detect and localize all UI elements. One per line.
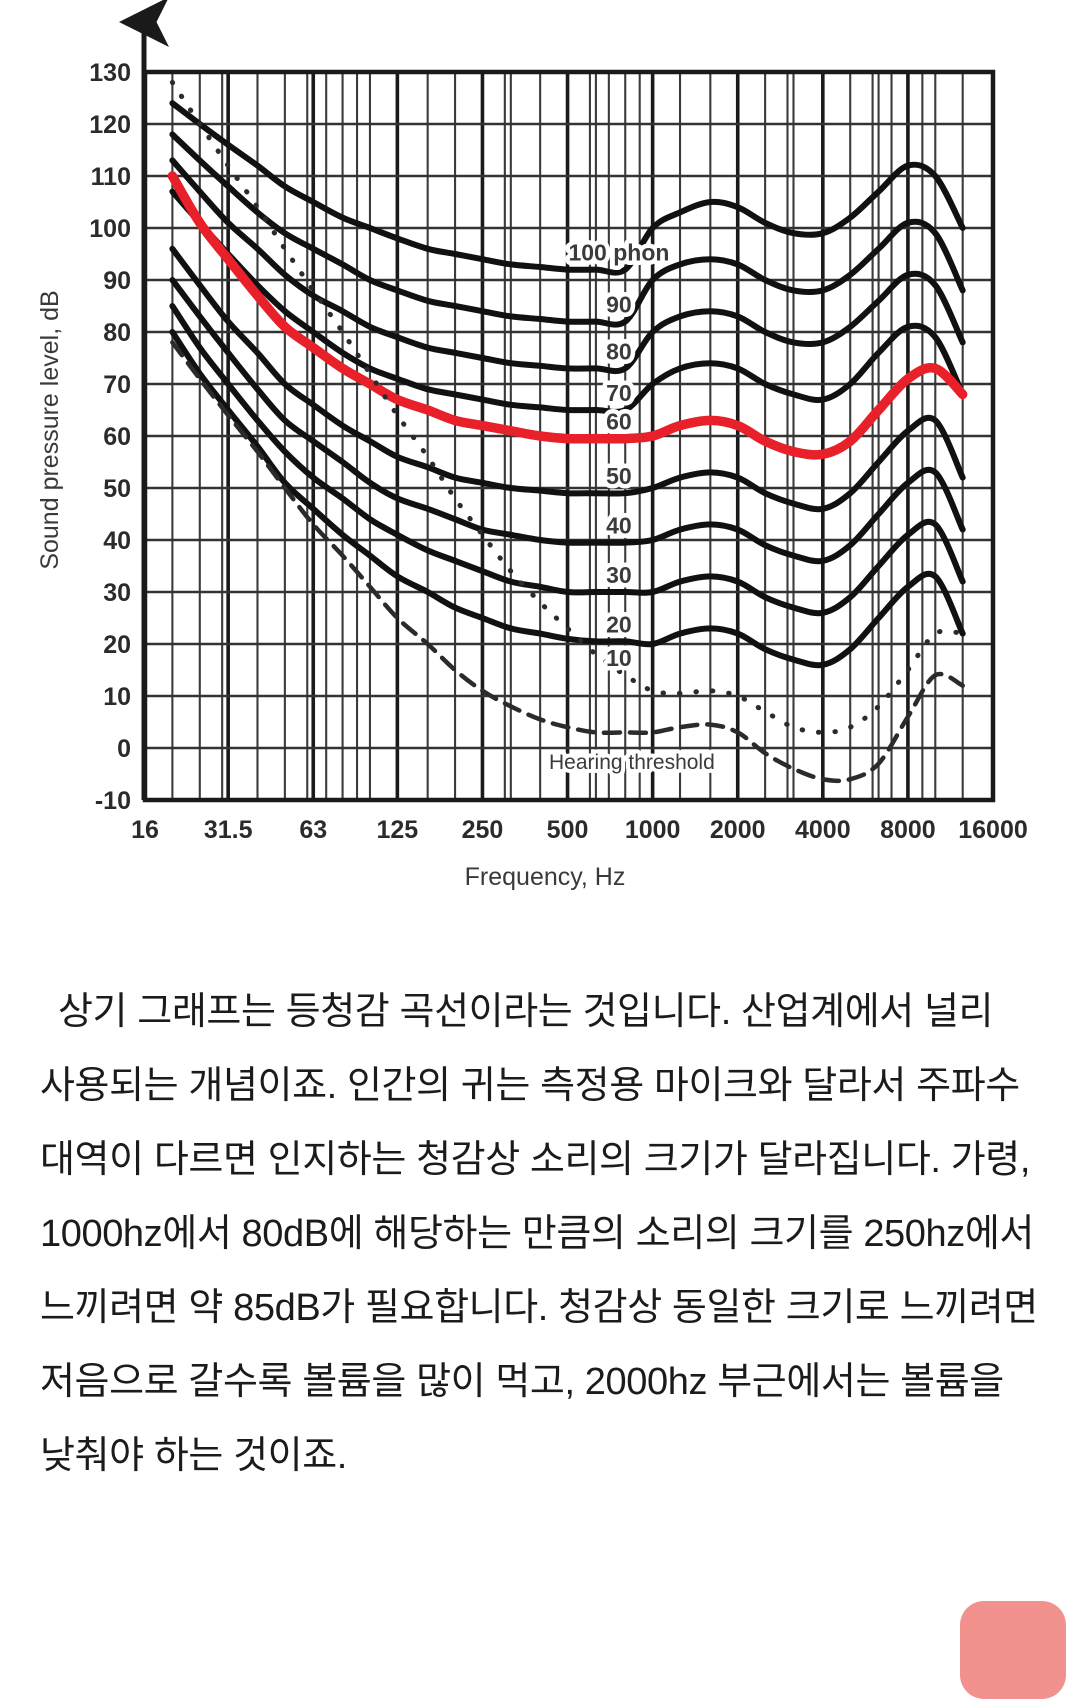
article-paragraph: 상기 그래프는 등청감 곡선이라는 것입니다. 산업계에서 널리 사용되는 개념… (40, 991, 1038, 1477)
curve-hearing-threshold (170, 340, 965, 784)
y-tick-90: 90 (103, 267, 131, 295)
y-tick-100: 100 (89, 215, 131, 243)
x-tick-16: 16 (131, 816, 159, 844)
y-tick-120: 120 (89, 111, 131, 139)
phon-label-halo: 80 (606, 338, 632, 364)
y-tick-0: 0 (117, 735, 131, 763)
x-tick-4000: 4000 (795, 816, 851, 844)
phon-label-halo: 100 phon (568, 240, 669, 266)
y-axis-title: Sound pressure level, dB (36, 290, 64, 569)
y-tick-10: 10 (103, 683, 131, 711)
phon-label-10: 10 (606, 645, 632, 671)
x-axis-tick-labels: 16 31.5 63 125 250 500 1000 2000 4000 8000 16000 (131, 816, 1028, 844)
phon-label-30: 30 (606, 562, 632, 588)
x-axis-title: Frequency, Hz (465, 863, 626, 891)
y-tick-20: 20 (103, 631, 131, 659)
phon-label-80: 80 (606, 338, 632, 364)
phon-label-halo: 10 (606, 645, 632, 671)
curve-70-phon (169, 188, 966, 415)
phon-label-60: 60 (606, 409, 632, 435)
curve-40-phon (169, 277, 966, 565)
phon-label-halo: 30 (606, 562, 632, 588)
phon-label-halo: 40 (606, 513, 632, 539)
phon-label-halo: 90 (606, 292, 632, 318)
y-tick-70: 70 (103, 371, 131, 399)
article-body: 상기 그래프는 등청감 곡선이라는 것입니다. 산업계에서 널리 사용되는 개념… (0, 975, 1080, 1493)
floating-action-button[interactable] (960, 1601, 1066, 1699)
x-tick-500: 500 (547, 816, 589, 844)
equal-loudness-contour-figure: 100 phon 100 phon 90 90 80 80 70 70 60 60 50 50 40 40… (36, 0, 1028, 891)
x-tick-125: 125 (377, 816, 419, 844)
curve-80-phon (169, 157, 966, 375)
phon-label-100-phon: 100 phon (568, 240, 669, 266)
phon-label-20: 20 (606, 611, 632, 637)
phon-label-halo: 50 (606, 463, 632, 489)
y-tick-110: 110 (91, 163, 131, 191)
y-tick-80: 80 (103, 319, 131, 347)
phon-label-halo: 60 (606, 409, 632, 435)
curve-10-phon (169, 79, 966, 735)
curve-20-phon (169, 329, 966, 669)
x-tick-2000: 2000 (710, 816, 766, 844)
y-tick-40: 40 (103, 527, 131, 555)
phon-label-70: 70 (606, 380, 632, 406)
x-tick-1000: 1000 (625, 816, 681, 844)
phon-label-halo: 70 (606, 380, 632, 406)
y-tick-60: 60 (103, 423, 131, 451)
y-tick-neg10: -10 (95, 787, 131, 815)
y-tick-130: 130 (89, 59, 131, 87)
hearing-threshold-label: Hearing threshold (549, 751, 715, 774)
curve-50-phon (169, 245, 966, 513)
curve-30-phon (169, 303, 966, 617)
curve-100-phon (169, 100, 966, 276)
y-tick-50: 50 (103, 475, 131, 503)
curve-60-phon (167, 171, 968, 460)
x-tick-16000: 16000 (958, 816, 1028, 844)
x-tick-63: 63 (299, 816, 327, 844)
phon-label-40: 40 (606, 513, 632, 539)
y-tick-30: 30 (103, 579, 131, 607)
hearing-threshold-label-halo: Hearing threshold (549, 751, 715, 774)
x-tick-250: 250 (462, 816, 504, 844)
x-tick-31.5: 31.5 (204, 816, 253, 844)
phon-label-halo: 20 (606, 611, 632, 637)
x-tick-8000: 8000 (880, 816, 936, 844)
plot-frame (142, 69, 996, 803)
phon-curves-group (167, 79, 968, 784)
phon-label-90: 90 (606, 292, 632, 318)
phon-label-50: 50 (606, 463, 632, 489)
curve-90-phon (169, 131, 966, 328)
